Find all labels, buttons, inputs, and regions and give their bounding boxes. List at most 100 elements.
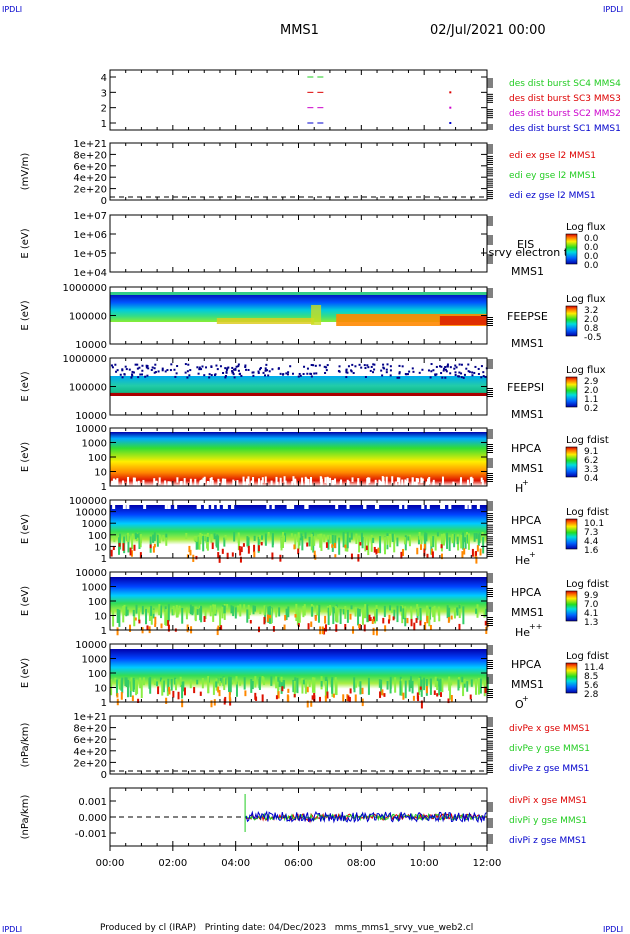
- heatmap-hpca-he-dot: [431, 551, 434, 559]
- heatmap-hpca-o-streak: [223, 677, 226, 691]
- label-hpca_he-mms1: MMS1: [511, 534, 544, 547]
- heatmap-hpca-he-dot: [110, 549, 113, 557]
- heatmap-feeps-i-dot: [363, 364, 366, 367]
- heatmap-hpca-hepp-dot: [323, 627, 326, 635]
- heatmap-hpca-he-streak: [284, 533, 287, 542]
- heatmap-feeps-i-dot: [244, 364, 247, 367]
- heatmap-feeps-i-dot: [449, 366, 452, 369]
- heatmap-hpca-o-dot: [306, 700, 309, 708]
- heatmap-hpca-h-gap: [326, 477, 329, 488]
- heatmap-hpca-hepp-streak: [410, 609, 413, 622]
- heatmap-hpca-hepp-dot: [134, 617, 137, 621]
- heatmap-hpca-hepp-streak: [417, 607, 420, 617]
- heatmap-feeps-i-dot: [382, 363, 385, 366]
- heatmap-hpca-hepp-streak: [295, 603, 298, 622]
- heatmap-hpca-o-streak: [461, 676, 464, 683]
- heatmap-hpca-he-streak: [317, 534, 320, 539]
- heatmap-hpca-he-streak: [304, 532, 307, 539]
- heatmap-feeps-i-dot: [381, 374, 384, 377]
- heatmap-hpca-h-gap: [357, 481, 360, 492]
- colorbar-hpca_he: [565, 518, 578, 550]
- heatmap-hpca-he-streak: [165, 537, 168, 546]
- heatmap-hpca-he-streak: [396, 537, 399, 547]
- heatmap-hpca-hepp-streak: [375, 609, 378, 622]
- heatmap-hpca-h-gap: [367, 477, 370, 484]
- heatmap-feeps-i-dot: [201, 365, 204, 368]
- heatmap-hpca-hepp-streak: [333, 608, 336, 614]
- heatmap-hpca-o-dot: [342, 694, 345, 702]
- ylabel-eis: E (eV): [20, 228, 31, 258]
- burst-mark: [449, 122, 452, 124]
- heatmap-feeps-i-dot: [176, 365, 179, 368]
- heatmap-hpca-hepp-dot: [384, 625, 387, 632]
- heatmap-hpca-hepp-dot: [294, 614, 297, 618]
- heatmap-feeps-e-blob: [216, 318, 315, 324]
- heatmap-hpca-hepp-dot: [269, 614, 272, 619]
- heatmap-hpca-o-dot: [346, 694, 349, 701]
- heatmap-feeps-i-dot: [237, 369, 240, 372]
- heatmap-hpca-o-streak: [300, 678, 303, 684]
- heatmap-hpca-he-streak: [344, 533, 347, 552]
- heatmap-hpca-o-dot: [244, 690, 247, 697]
- heatmap-feeps-i-dot: [480, 376, 483, 379]
- heatmap-hpca-hepp-streak: [476, 604, 479, 618]
- heatmap-hpca-hepp-dot: [486, 622, 489, 628]
- heatmap-hpca-o-streak: [181, 681, 184, 699]
- ytick-label-divpe: 0: [101, 770, 107, 781]
- heatmap-hpca-h-gap: [122, 480, 125, 488]
- heatmap-feeps-i-dot: [440, 372, 443, 375]
- heatmap-feeps-i-dot: [418, 371, 421, 374]
- heatmap-hpca-he-dot: [112, 546, 115, 551]
- heatmap-feeps-i-dot: [372, 371, 375, 374]
- heatmap-feeps-i-dot: [439, 365, 442, 368]
- colorbar-title-hpca_he: Log fdist: [566, 507, 609, 518]
- label-hpca_o: HPCA: [511, 658, 542, 671]
- heatmap-hpca-hepp-streak: [133, 609, 136, 627]
- heatmap-hpca-he-dot: [416, 547, 419, 555]
- ylabel-hpca_h: E (eV): [20, 442, 31, 472]
- heatmap-hpca-h-gap: [481, 479, 484, 486]
- heatmap-hpca-o-dot: [281, 686, 284, 692]
- heatmap-hpca-o-dot: [412, 695, 415, 701]
- heatmap-hpca-he-dot: [139, 552, 142, 559]
- heatmap-hpca-he-streak: [467, 533, 470, 550]
- heatmap-hpca-he-streak: [475, 532, 478, 539]
- heatmap-hpca-he-streak: [281, 532, 284, 548]
- heatmap-hpca-he-streak: [195, 537, 198, 550]
- heatmap-hpca-h-gap: [164, 480, 167, 487]
- heatmap-hpca-hepp-dot: [266, 614, 269, 622]
- heatmap-hpca-he-dot: [331, 544, 334, 548]
- heatmap-feeps-i-dot: [347, 365, 350, 368]
- heatmap-hpca-he-gap: [216, 505, 220, 509]
- ylabel-hpca_hepp: E (eV): [20, 586, 31, 616]
- heatmap-hpca-he-streak: [185, 533, 188, 539]
- panel-hpca_o: 10000 1000 100 10 1 E (eV) HPCA MMS1 O+ Log fdist…: [20, 640, 609, 711]
- heatmap-feeps-i-dot: [427, 369, 430, 372]
- heatmap-hpca-h-gap: [264, 476, 267, 484]
- heatmap-hpca-o-streak: [380, 679, 383, 695]
- heatmap-hpca-h-gap: [324, 477, 327, 484]
- heatmap-hpca-o-dot: [306, 686, 309, 693]
- heatmap-hpca-hepp-streak: [342, 609, 345, 615]
- heatmap-hpca-hepp-streak: [196, 609, 199, 615]
- heatmap-hpca-hepp-dot: [307, 623, 310, 630]
- heatmap-hpca-o-streak: [243, 677, 246, 690]
- label-hpca_he-species: He: [515, 554, 530, 567]
- xtick-label: 04:00: [221, 858, 250, 869]
- heatmap-hpca-hepp-streak: [402, 608, 405, 620]
- heatmap-feeps-i-dot: [240, 374, 243, 377]
- heatmap-hpca-he-streak: [420, 536, 423, 545]
- heatmap-hpca-o-streak: [409, 675, 412, 689]
- heatmap-hpca-he-dot: [400, 551, 403, 559]
- heatmap-hpca-hepp-streak: [350, 605, 353, 610]
- heatmap-hpca-he-dot: [350, 553, 353, 560]
- heatmap-feeps-i-dot: [210, 366, 213, 369]
- corner-label-tl: IPDLI: [2, 5, 22, 14]
- heatmap-hpca-he-streak: [131, 533, 134, 539]
- heatmap-hpca-he-dot: [314, 554, 317, 560]
- heatmap-hpca-o-streak: [230, 680, 233, 685]
- heatmap-feeps-i-dot: [233, 376, 236, 379]
- heatmap-hpca-o-streak: [439, 678, 442, 692]
- heatmap-feeps-i-dot: [244, 365, 247, 368]
